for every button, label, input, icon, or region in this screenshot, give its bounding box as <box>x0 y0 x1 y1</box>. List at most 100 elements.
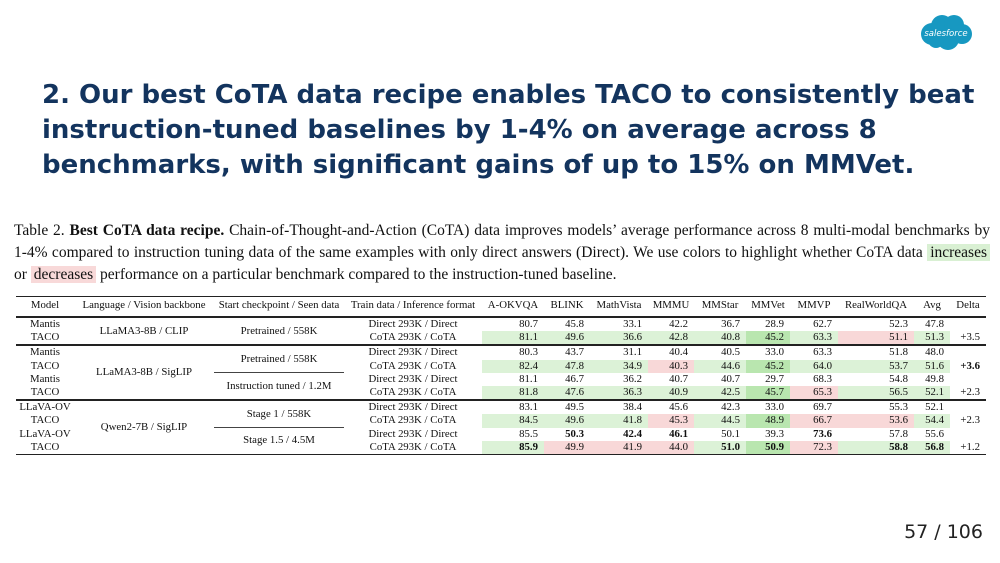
value-cell: 51.8 <box>889 346 908 359</box>
col-header: Train data / Inference format <box>350 299 476 311</box>
value-cell: 40.8 <box>694 331 746 346</box>
value-cell: 42.3 <box>721 401 740 414</box>
value-cell: 47.6 <box>544 385 590 401</box>
value-cell: 38.4 <box>623 401 642 414</box>
checkpoint-cell: Pretrained / 558K <box>240 324 318 337</box>
train-cell: Direct 293K / Direct <box>368 318 458 331</box>
value-cell: 47.8 <box>544 359 590 373</box>
value-cell: 54.8 <box>889 372 908 385</box>
value-cell: 45.6 <box>669 401 688 414</box>
value-cell: 46.1 <box>669 427 688 440</box>
value-cell: 52.3 <box>889 318 908 331</box>
value-cell: 50.3 <box>565 427 584 440</box>
table-row: LLaVA-OV Qwen2-7B / SigLIP Stage 1 / 558… <box>16 400 986 433</box>
value-cell: 34.9 <box>590 359 648 373</box>
value-cell: 43.7 <box>565 346 584 359</box>
value-cell: 46.7 <box>565 372 584 385</box>
value-cell: 51.0 <box>694 440 746 455</box>
value-cell: 49.6 <box>544 414 590 428</box>
value-cell: 36.2 <box>623 372 642 385</box>
value-cell: 52.1 <box>914 385 950 401</box>
value-cell: 53.6 <box>838 414 914 428</box>
delta-cell: +2.3 <box>960 414 980 427</box>
value-cell: 68.3 <box>813 372 832 385</box>
train-cell: Direct 293K / Direct <box>368 346 458 359</box>
table-group-1: Mantis LLaMA3-8B / CLIP Pretrained / 558… <box>16 317 986 346</box>
value-cell: 53.7 <box>838 359 914 373</box>
value-cell: 85.5 <box>519 427 538 440</box>
value-cell: 36.3 <box>590 385 648 401</box>
backbone-cell: Qwen2-7B / SigLIP <box>100 421 188 433</box>
model-cell: LLaVA-OV <box>19 401 71 414</box>
table-row: TACO CoTA 293K / CoTA 85.9 49.9 41.9 44.… <box>16 440 986 455</box>
value-cell: 51.3 <box>914 331 950 346</box>
col-header: MMStar <box>701 299 739 311</box>
model-cell: TACO <box>30 386 60 399</box>
svg-text:salesforce: salesforce <box>924 29 967 39</box>
table-row: TACO CoTA 293K / CoTA 81.1 49.6 36.6 42.… <box>16 331 986 346</box>
value-cell: 31.1 <box>623 346 642 359</box>
increases-highlight: increases <box>927 244 991 261</box>
checkpoint-cell: Stage 1 / 558K <box>246 407 312 420</box>
caption-or: or <box>14 266 27 283</box>
table-row: Mantis Instruction tuned / 1.2M Direct 2… <box>16 372 986 401</box>
value-cell: 42.8 <box>648 331 694 346</box>
delta-cell <box>950 400 986 414</box>
train-cell: CoTA 293K / CoTA <box>369 359 457 372</box>
value-cell: 36.6 <box>590 331 648 346</box>
value-cell: 49.6 <box>544 331 590 346</box>
value-cell: 73.6 <box>813 427 832 440</box>
value-cell: 42.5 <box>694 385 746 401</box>
caption-text-2: performance on a particular benchmark co… <box>100 266 617 283</box>
value-cell: 40.7 <box>669 372 688 385</box>
checkpoint-cell: Pretrained / 558K <box>240 352 318 365</box>
model-cell: TACO <box>30 440 60 453</box>
table-row: TACO CoTA 293K / CoTA 84.5 49.6 41.8 45.… <box>16 414 986 428</box>
col-header: A-OKVQA <box>487 299 539 311</box>
value-cell: 40.7 <box>721 372 740 385</box>
value-cell: 63.3 <box>790 331 838 346</box>
backbone-cell: LLaMA3-8B / CLIP <box>99 324 189 337</box>
results-table: Model Language / Vision backbone Start c… <box>16 296 986 455</box>
table-row: TACO CoTA 293K / CoTA 81.8 47.6 36.3 40.… <box>16 385 986 401</box>
model-cell: TACO <box>30 359 60 372</box>
value-cell: 48.9 <box>746 414 790 428</box>
value-cell: 44.0 <box>648 440 694 455</box>
model-cell: TACO <box>30 414 60 427</box>
delta-cell <box>950 373 986 386</box>
train-cell: CoTA 293K / CoTA <box>369 386 457 399</box>
delta-cell: +3.6 <box>960 359 980 372</box>
value-cell: 44.6 <box>694 359 746 373</box>
value-cell: 33.0 <box>765 401 784 414</box>
value-cell: 49.5 <box>565 401 584 414</box>
value-cell: 64.0 <box>790 359 838 373</box>
value-cell: 51.6 <box>914 359 950 373</box>
value-cell: 80.7 <box>519 318 538 331</box>
value-cell: 42.2 <box>669 318 688 331</box>
col-header: Delta <box>956 299 980 311</box>
table-row: Mantis LLaMA3-8B / CLIP Pretrained / 558… <box>16 317 986 337</box>
table-group-2: Mantis LLaMA3-8B / SigLIP Pretrained / 5… <box>16 345 986 401</box>
value-cell: 57.8 <box>889 427 908 440</box>
value-cell: 50.9 <box>746 440 790 455</box>
value-cell: 41.9 <box>590 440 648 455</box>
value-cell: 45.2 <box>746 359 790 373</box>
salesforce-logo: salesforce <box>921 15 972 50</box>
table-row: TACO CoTA 293K / CoTA 82.4 47.8 34.9 40.… <box>16 359 986 373</box>
value-cell: 82.4 <box>482 359 544 373</box>
col-header: BLINK <box>550 299 584 311</box>
col-header: MMMU <box>652 299 690 311</box>
caption-table-label: Table 2. <box>14 222 65 239</box>
model-cell: Mantis <box>30 372 60 385</box>
value-cell: 29.7 <box>765 372 784 385</box>
value-cell: 66.7 <box>790 414 838 428</box>
delta-cell <box>950 317 986 331</box>
value-cell: 40.5 <box>721 346 740 359</box>
value-cell: 81.8 <box>482 385 544 401</box>
model-cell: Mantis <box>30 318 60 331</box>
value-cell: 56.8 <box>914 440 950 455</box>
delta-cell: +1.2 <box>960 440 980 453</box>
model-cell: Mantis <box>30 346 60 359</box>
value-cell: 44.5 <box>694 414 746 428</box>
checkpoint-cell: Stage 1.5 / 4.5M <box>214 427 344 455</box>
